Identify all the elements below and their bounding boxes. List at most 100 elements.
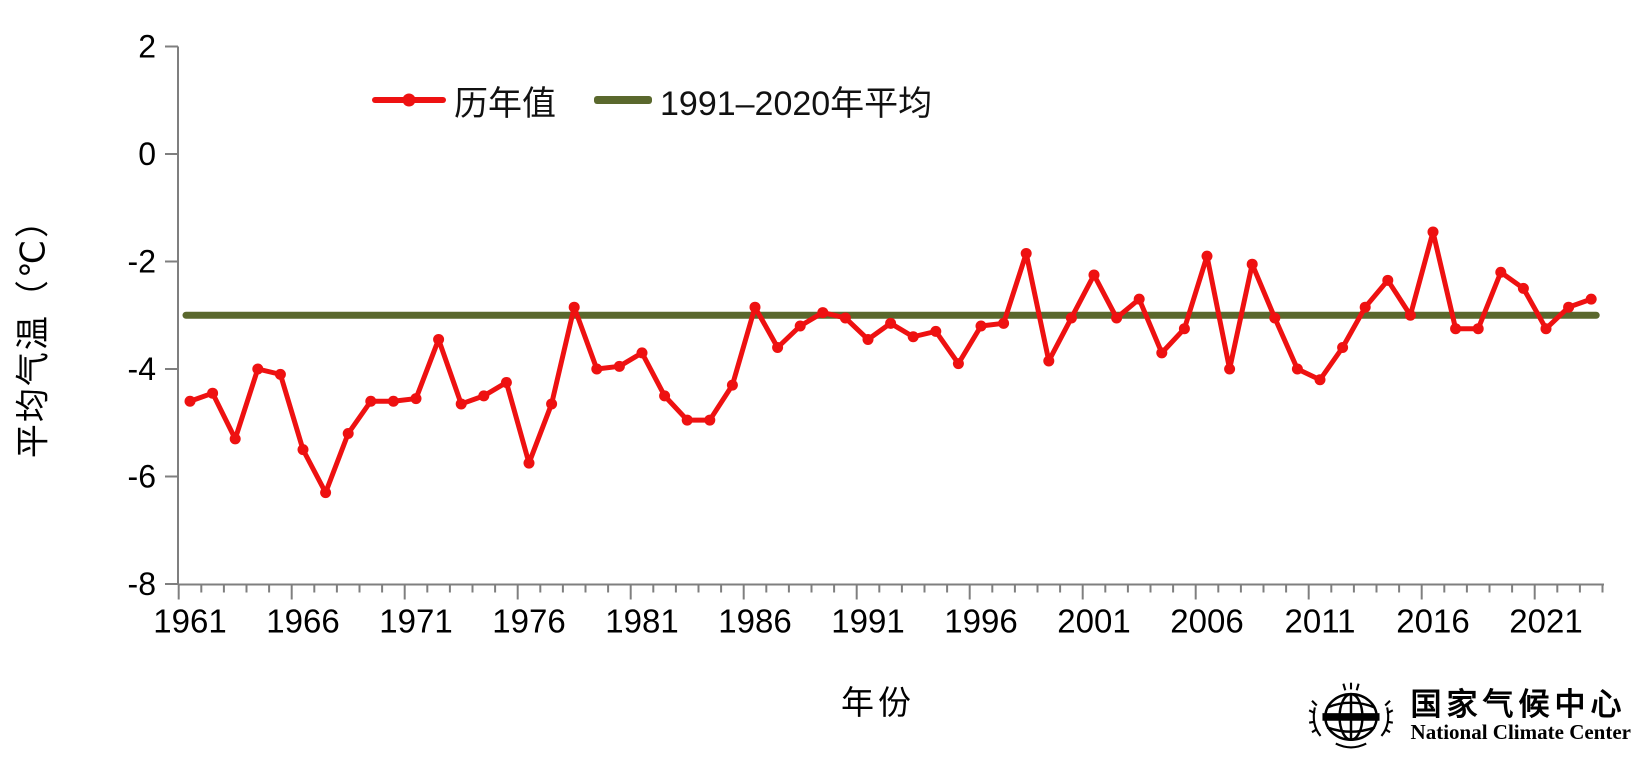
data-point — [862, 333, 874, 345]
x-tick-label: 2021 — [1509, 603, 1582, 640]
data-point — [636, 347, 648, 359]
data-point — [1450, 323, 1462, 335]
data-point — [1156, 347, 1168, 359]
y-tick-label: 0 — [138, 136, 156, 172]
data-point — [1043, 355, 1055, 367]
data-point — [952, 358, 964, 370]
legend-label-mean: 1991–2020年平均 — [660, 84, 933, 123]
y-axis-title: 平均气温（℃） — [14, 201, 53, 459]
data-point — [478, 390, 490, 402]
data-point — [1133, 293, 1145, 305]
x-tick-label: 1986 — [718, 603, 791, 640]
mean-line-swatch-icon — [594, 96, 652, 104]
data-point — [1382, 274, 1394, 286]
data-point — [297, 444, 309, 456]
data-point — [681, 414, 693, 426]
data-point — [274, 368, 286, 380]
data-point — [1404, 309, 1416, 321]
data-point — [1585, 293, 1597, 305]
ncc-logo-block: 国家气候中心 National Climate Center — [1303, 677, 1631, 755]
x-tick-label: 1976 — [492, 603, 565, 640]
annual-series-line — [187, 229, 1594, 496]
data-point — [1495, 266, 1507, 278]
data-point — [1020, 247, 1032, 259]
x-tick-label: 1996 — [944, 603, 1017, 640]
x-tick-label: 1966 — [266, 603, 339, 640]
data-point — [387, 395, 399, 407]
data-point — [613, 360, 625, 372]
data-point — [1178, 323, 1190, 335]
data-point — [885, 317, 897, 329]
data-point — [1563, 301, 1575, 313]
data-point — [930, 325, 942, 337]
data-point — [1269, 312, 1281, 324]
data-point — [410, 393, 422, 405]
data-point — [749, 301, 761, 313]
data-point — [252, 363, 264, 375]
data-point — [704, 414, 716, 426]
x-tick-label: 1971 — [379, 603, 452, 640]
data-point — [1472, 323, 1484, 335]
legend-item-mean: 1991–2020年平均 — [594, 76, 932, 125]
x-tick-label: 2016 — [1396, 603, 1469, 640]
x-tick-label: 2001 — [1057, 603, 1130, 640]
data-point — [1224, 363, 1236, 375]
data-point — [1314, 374, 1326, 386]
data-point — [1427, 226, 1439, 238]
data-point — [568, 301, 580, 313]
data-point — [1517, 282, 1529, 294]
data-point — [320, 487, 332, 499]
data-point — [523, 457, 535, 469]
data-point — [546, 398, 558, 410]
data-point — [1359, 301, 1371, 313]
legend-item-annual: 历年值 — [372, 76, 556, 125]
data-point — [184, 395, 196, 407]
x-tick-label: 1981 — [605, 603, 678, 640]
data-point — [1201, 250, 1213, 262]
x-tick-label: 2011 — [1285, 603, 1356, 640]
data-point — [433, 333, 445, 345]
data-point — [1065, 312, 1077, 324]
data-point — [207, 387, 219, 399]
legend: 历年值 1991–2020年平均 — [372, 76, 932, 125]
data-point — [591, 363, 603, 375]
axes — [177, 46, 1604, 586]
data-point — [342, 428, 354, 439]
data-point — [229, 433, 241, 445]
data-point — [1291, 363, 1303, 375]
x-tick-label: 1991 — [831, 603, 904, 640]
legend-label-annual: 历年值 — [454, 84, 556, 123]
x-tick-label: 2006 — [1170, 603, 1243, 640]
logo-text-en: National Climate Center — [1410, 720, 1631, 745]
data-point — [998, 317, 1010, 329]
ncc-globe-emblem-icon — [1308, 682, 1393, 749]
data-point — [1088, 269, 1100, 281]
x-tick-label: 1961 — [153, 603, 226, 640]
data-point — [659, 390, 671, 402]
data-point — [726, 379, 738, 391]
y-tick-label: -4 — [128, 351, 156, 387]
data-point — [817, 307, 829, 319]
y-tick-label: -6 — [128, 459, 156, 495]
data-point — [794, 320, 806, 332]
annual-series-swatch-icon — [372, 93, 446, 107]
x-axis-title: 年份 — [841, 684, 915, 721]
data-point — [1246, 258, 1258, 270]
data-point — [772, 342, 784, 353]
data-point — [500, 376, 512, 388]
x-ticks: 1961 1966 1971 1976 1981 1986 1991 1996 2001 2006… — [153, 584, 1604, 640]
y-tick-label: 2 — [138, 29, 156, 65]
logo-text-cn: 国家气候中心 — [1410, 686, 1627, 722]
annual-series-markers — [184, 226, 1597, 499]
data-point — [975, 320, 987, 332]
data-point — [907, 331, 919, 343]
data-point — [1111, 312, 1123, 324]
data-point — [1337, 342, 1349, 353]
data-point — [365, 395, 377, 407]
data-point — [839, 312, 851, 324]
data-point — [1540, 323, 1552, 335]
data-point — [455, 398, 467, 410]
y-tick-label: -8 — [128, 566, 156, 602]
